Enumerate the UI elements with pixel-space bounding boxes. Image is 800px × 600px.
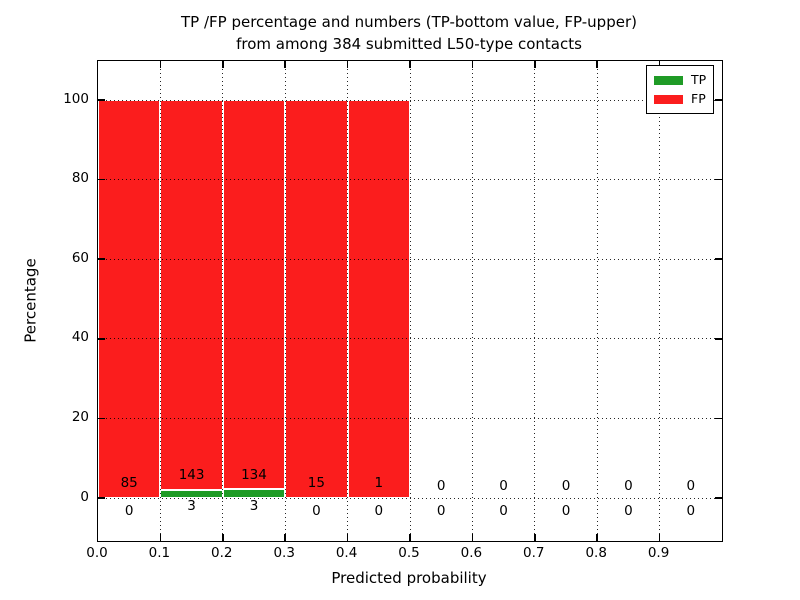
- count-labels-layer: 85 0 143 3 134 3 15 0 1 0 0 0 0 0 0 0 0 0 0 0: [98, 61, 722, 541]
- tp-count-label: 0: [312, 503, 321, 519]
- vertical-gridline: [534, 61, 536, 541]
- y-tick-mark: [98, 99, 105, 101]
- tp-count-label: 0: [436, 503, 446, 519]
- legend-label: TP: [691, 72, 707, 87]
- y-tick-mark: [715, 99, 722, 101]
- vertical-gridline: [159, 61, 161, 541]
- x-tick-mark: [222, 61, 224, 68]
- x-tick-label: 0.9: [647, 545, 670, 561]
- fp-count-label: 0: [436, 478, 446, 494]
- vertical-gridline: [596, 61, 598, 541]
- grid-layer: [98, 61, 722, 541]
- x-tick-label: 0.3: [273, 545, 295, 561]
- plot-area: 85 0 143 3 134 3 15 0 1 0 0 0 0 0 0 0 0 0 0 0: [97, 60, 723, 542]
- legend-swatch-fp: [654, 94, 683, 104]
- fp-count-label: 0: [624, 478, 633, 494]
- legend-swatch-tp: [654, 75, 683, 85]
- x-tick-mark: [159, 61, 162, 68]
- y-tick-label: 40: [71, 329, 89, 346]
- tp-count-label: 0: [624, 503, 633, 519]
- fp-count-label: 85: [120, 475, 138, 491]
- vertical-gridline: [284, 61, 286, 541]
- y-tick-mark: [98, 178, 105, 181]
- x-tick-mark: [346, 534, 349, 541]
- tp-count-label: 3: [187, 498, 196, 514]
- y-tick-label: 20: [71, 408, 89, 425]
- fp-bar-segment: [160, 100, 223, 490]
- x-tick-mark: [159, 534, 162, 541]
- x-tick-mark: [284, 61, 286, 68]
- x-tick-mark: [409, 534, 411, 541]
- vertical-gridline: [659, 61, 661, 541]
- x-tick-label: 0.5: [398, 545, 420, 561]
- y-tick-mark: [715, 338, 722, 340]
- fp-count-label: 0: [561, 478, 571, 494]
- tp-count-label: 0: [499, 503, 508, 519]
- tp-bar-segment: [160, 489, 223, 498]
- fp-count-label: 15: [307, 475, 325, 491]
- legend: TP FP: [646, 65, 714, 114]
- tp-count-label: 3: [249, 498, 259, 514]
- x-tick-mark: [284, 534, 286, 541]
- x-tick-label: 0.7: [523, 545, 545, 561]
- fp-count-label: 1: [374, 475, 384, 491]
- y-tick-mark: [715, 178, 722, 181]
- bars-layer: [98, 61, 722, 541]
- y-tick-mark: [715, 497, 722, 499]
- tp-count-label: 0: [374, 503, 384, 519]
- y-tick-mark: [98, 497, 105, 499]
- chart-title: TP /FP percentage and numbers (TP-bottom…: [97, 11, 721, 55]
- x-tick-label: 0.8: [585, 545, 607, 561]
- fp-bar-segment: [222, 100, 286, 490]
- y-tick-mark: [715, 258, 722, 260]
- y-tick-mark: [98, 258, 105, 260]
- legend-entry: TP: [654, 73, 706, 87]
- fp-count-label: 134: [241, 467, 267, 483]
- vertical-gridline: [471, 61, 473, 541]
- fp-count-label: 143: [178, 467, 205, 483]
- y-tick-label: 100: [63, 90, 89, 107]
- legend-entry: FP: [654, 92, 706, 106]
- fp-count-label: 0: [686, 478, 696, 494]
- x-tick-label: 0.4: [335, 545, 358, 561]
- y-axis-label: Percentage: [21, 258, 40, 343]
- x-tick-mark: [346, 61, 349, 68]
- tp-count-label: 0: [124, 503, 134, 519]
- x-tick-mark: [658, 61, 661, 68]
- tp-count-label: 0: [686, 503, 696, 519]
- x-tick-mark: [596, 534, 598, 541]
- y-tick-label: 0: [80, 488, 89, 505]
- tp-count-label: 0: [561, 503, 571, 519]
- x-tick-mark: [534, 61, 536, 68]
- legend-label: FP: [691, 91, 706, 106]
- vertical-gridline: [409, 61, 411, 541]
- x-axis-label: Predicted probability: [331, 569, 487, 587]
- fp-count-label: 0: [499, 478, 508, 494]
- chart-title-line2: from among 384 submitted L50-type contac…: [236, 35, 582, 53]
- y-tick-mark: [715, 417, 722, 420]
- y-tick-label: 80: [71, 170, 89, 187]
- vertical-gridline: [347, 61, 349, 541]
- y-tick-mark: [98, 338, 105, 340]
- x-tick-label: 0.0: [86, 545, 108, 561]
- vertical-gridline: [222, 61, 224, 541]
- x-tick-mark: [658, 534, 661, 541]
- x-tick-label: 0.1: [148, 545, 171, 561]
- x-tick-mark: [596, 61, 598, 68]
- tick-marks-layer: [98, 61, 722, 541]
- x-tick-mark: [471, 61, 474, 68]
- x-tick-mark: [471, 534, 474, 541]
- x-tick-label: 0.2: [211, 545, 233, 561]
- y-tick-label: 60: [71, 249, 89, 266]
- fp-bar-segment: [98, 100, 161, 498]
- x-tick-mark: [409, 61, 411, 68]
- x-tick-label: 0.6: [460, 545, 483, 561]
- chart-title-line1: TP /FP percentage and numbers (TP-bottom…: [181, 13, 637, 31]
- x-tick-mark: [222, 534, 224, 541]
- fp-bar-segment: [285, 100, 348, 498]
- x-tick-mark: [534, 534, 536, 541]
- y-tick-mark: [98, 417, 105, 420]
